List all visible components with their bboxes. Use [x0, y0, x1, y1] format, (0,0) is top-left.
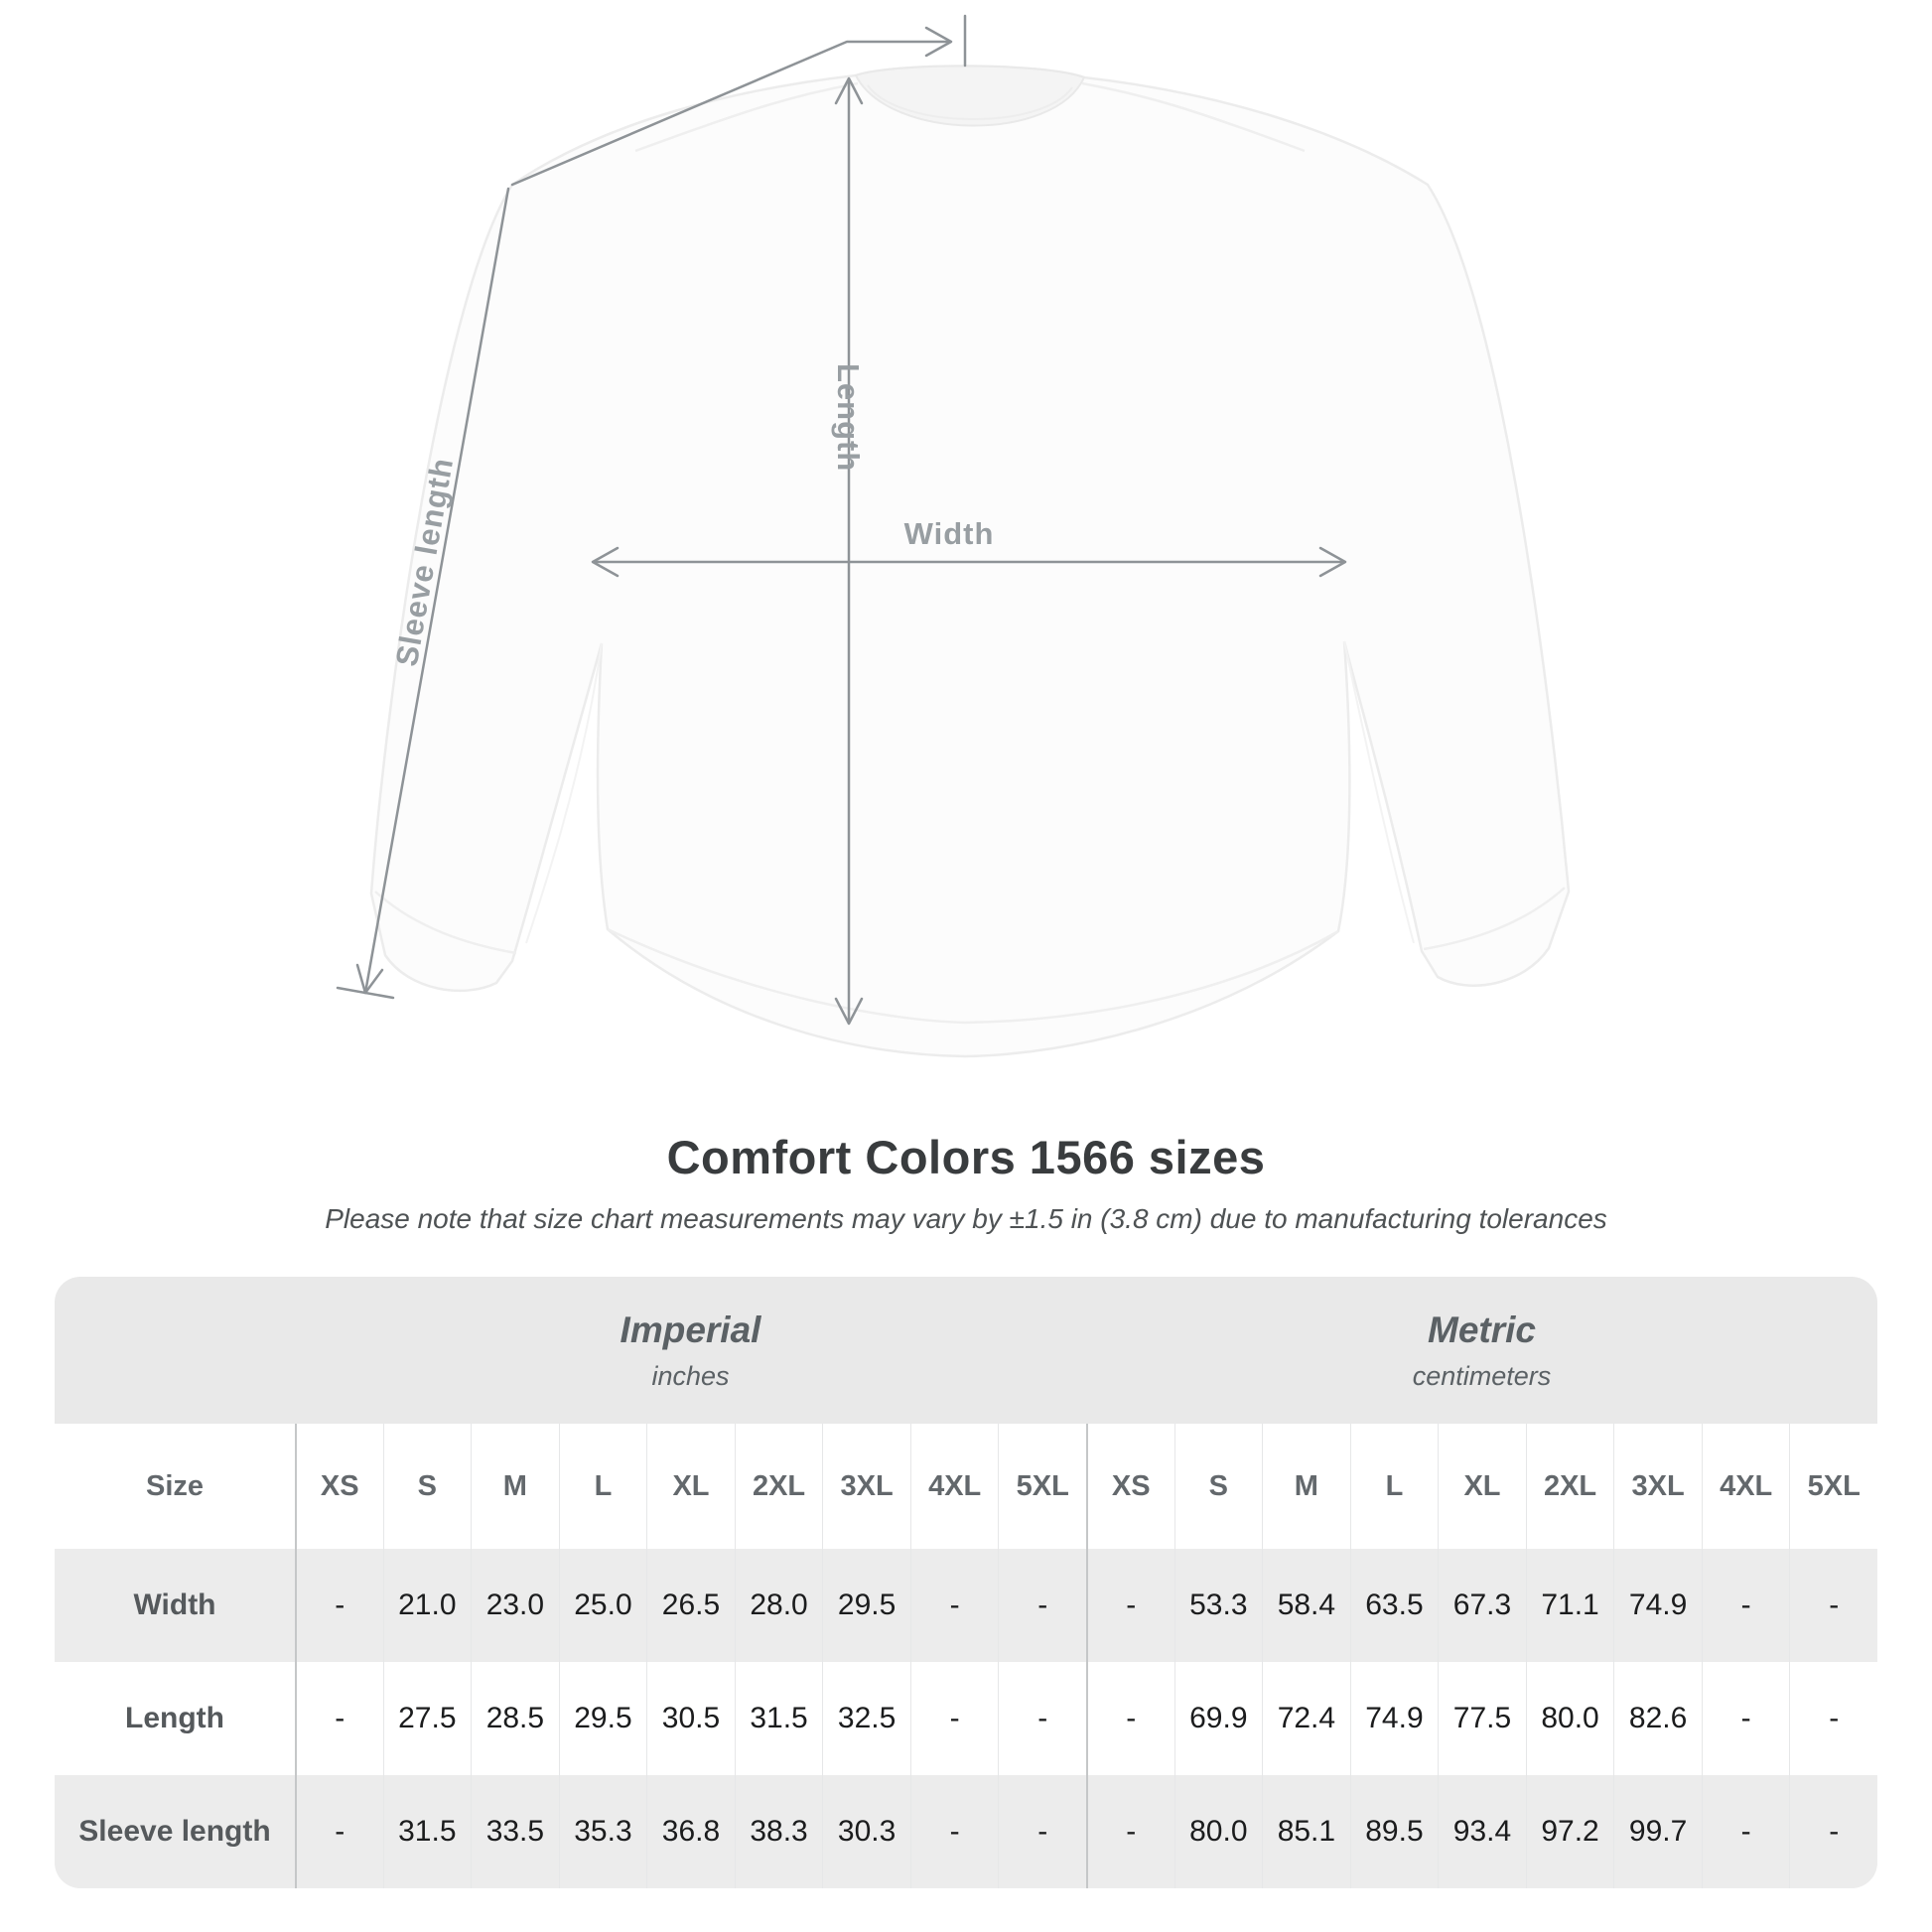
sleeve-metric-xs: -	[1086, 1775, 1174, 1888]
length-metric-2xl: 80.0	[1525, 1662, 1614, 1775]
size-header-metric-xs: XS	[1086, 1424, 1174, 1549]
sleeve-metric-3xl: 99.7	[1613, 1775, 1702, 1888]
table-row-width: Width - 21.0 23.0 25.0 26.5 28.0 29.5 - …	[55, 1549, 1877, 1662]
width-measure-label: Width	[903, 516, 995, 551]
page-title: Comfort Colors 1566 sizes	[666, 1131, 1266, 1183]
width-imperial-xs: -	[295, 1549, 383, 1662]
length-arrow	[834, 76, 864, 1026]
width-imperial-l: 25.0	[558, 1549, 647, 1662]
width-imperial-4xl: -	[909, 1549, 999, 1662]
length-metric-3xl: 82.6	[1613, 1662, 1702, 1775]
size-header-metric-4xl: 4XL	[1701, 1424, 1790, 1549]
sleeve-imperial-m: 33.5	[471, 1775, 559, 1888]
size-header-row: Size XS S M L XL 2XL 3XL 4XL 5XL XS S M …	[55, 1424, 1877, 1549]
table-row-sleeve-length: Sleeve length - 31.5 33.5 35.3 36.8 38.3…	[55, 1775, 1877, 1888]
shoulder-marker-line	[510, 14, 967, 187]
sleeve-imperial-2xl: 38.3	[734, 1775, 823, 1888]
width-metric-xl: 67.3	[1438, 1549, 1526, 1662]
sleeve-metric-xl: 93.4	[1438, 1775, 1526, 1888]
size-header-metric-3xl: 3XL	[1613, 1424, 1702, 1549]
length-metric-m: 72.4	[1262, 1662, 1350, 1775]
size-header-imperial-xs: XS	[295, 1424, 383, 1549]
length-imperial-2xl: 31.5	[734, 1662, 823, 1775]
width-imperial-m: 23.0	[471, 1549, 559, 1662]
sweatshirt-illustration	[336, 14, 1571, 1058]
sleeve-metric-m: 85.1	[1262, 1775, 1350, 1888]
size-header-metric-m: M	[1262, 1424, 1350, 1549]
length-imperial-5xl: -	[998, 1662, 1086, 1775]
width-imperial-2xl: 28.0	[734, 1549, 823, 1662]
width-metric-m: 58.4	[1262, 1549, 1350, 1662]
size-header-metric-s: S	[1173, 1424, 1263, 1549]
metric-unit-label: centimeters	[1412, 1360, 1552, 1391]
sleeve-length-arrow	[336, 187, 510, 1000]
length-metric-xl: 77.5	[1438, 1662, 1526, 1775]
width-imperial-5xl: -	[998, 1549, 1086, 1662]
length-imperial-s: 27.5	[382, 1662, 472, 1775]
size-header-metric-l: L	[1349, 1424, 1439, 1549]
length-metric-4xl: -	[1701, 1662, 1790, 1775]
sleeve-imperial-4xl: -	[909, 1775, 999, 1888]
width-metric-s: 53.3	[1173, 1549, 1263, 1662]
length-measure-label: Length	[831, 363, 866, 473]
tolerance-note: Please note that size chart measurements…	[325, 1203, 1607, 1234]
sleeve-imperial-s: 31.5	[382, 1775, 472, 1888]
size-header-metric-5xl: 5XL	[1789, 1424, 1877, 1549]
imperial-group-header: Imperial inches	[295, 1310, 1086, 1392]
width-metric-l: 63.5	[1349, 1549, 1439, 1662]
width-metric-2xl: 71.1	[1525, 1549, 1614, 1662]
length-imperial-3xl: 32.5	[822, 1662, 910, 1775]
width-metric-3xl: 74.9	[1613, 1549, 1702, 1662]
sleeve-imperial-l: 35.3	[558, 1775, 647, 1888]
width-metric-xs: -	[1086, 1549, 1174, 1662]
sleeve-metric-4xl: -	[1701, 1775, 1790, 1888]
width-metric-5xl: -	[1789, 1549, 1877, 1662]
unit-header-row: Imperial inches Metric centimeters	[55, 1277, 1877, 1424]
width-imperial-3xl: 29.5	[822, 1549, 910, 1662]
size-header-imperial-4xl: 4XL	[909, 1424, 999, 1549]
size-header-metric-2xl: 2XL	[1525, 1424, 1614, 1549]
sleeve-imperial-xs: -	[295, 1775, 383, 1888]
sleeve-metric-2xl: 97.2	[1525, 1775, 1614, 1888]
length-metric-xs: -	[1086, 1662, 1174, 1775]
length-imperial-l: 29.5	[558, 1662, 647, 1775]
length-metric-5xl: -	[1789, 1662, 1877, 1775]
sleeve-metric-s: 80.0	[1173, 1775, 1263, 1888]
size-header-imperial-s: S	[382, 1424, 472, 1549]
sleeve-imperial-5xl: -	[998, 1775, 1086, 1888]
width-metric-4xl: -	[1701, 1549, 1790, 1662]
metric-label: Metric	[1428, 1309, 1536, 1350]
size-header-imperial-l: L	[558, 1424, 647, 1549]
table-row-length: Length - 27.5 28.5 29.5 30.5 31.5 32.5 -…	[55, 1662, 1877, 1775]
length-imperial-xs: -	[295, 1662, 383, 1775]
sleeve-imperial-3xl: 30.3	[822, 1775, 910, 1888]
imperial-label: Imperial	[620, 1309, 761, 1350]
row-label-length: Length	[125, 1702, 224, 1734]
width-imperial-s: 21.0	[382, 1549, 472, 1662]
size-header-imperial-m: M	[471, 1424, 559, 1549]
length-imperial-m: 28.5	[471, 1662, 559, 1775]
row-label-width: Width	[133, 1588, 216, 1621]
metric-group-header: Metric centimeters	[1086, 1310, 1877, 1392]
size-header-imperial-5xl: 5XL	[998, 1424, 1086, 1549]
width-arrow	[591, 546, 1347, 578]
sleeve-metric-l: 89.5	[1349, 1775, 1439, 1888]
size-column-header: Size	[145, 1469, 205, 1502]
length-imperial-xl: 30.5	[646, 1662, 735, 1775]
length-metric-l: 74.9	[1349, 1662, 1439, 1775]
length-imperial-4xl: -	[909, 1662, 999, 1775]
garment-diagram: Length Width Sleeve length	[336, 14, 1571, 1058]
size-table: Imperial inches Metric centimeters Size …	[55, 1277, 1877, 1888]
size-header-imperial-xl: XL	[646, 1424, 735, 1549]
length-metric-s: 69.9	[1173, 1662, 1263, 1775]
size-header-metric-xl: XL	[1438, 1424, 1526, 1549]
size-header-imperial-2xl: 2XL	[734, 1424, 823, 1549]
sleeve-imperial-xl: 36.8	[646, 1775, 735, 1888]
sleeve-metric-5xl: -	[1789, 1775, 1877, 1888]
width-imperial-xl: 26.5	[646, 1549, 735, 1662]
imperial-unit-label: inches	[651, 1360, 730, 1391]
size-header-imperial-3xl: 3XL	[822, 1424, 910, 1549]
row-label-sleeve-length: Sleeve length	[78, 1815, 271, 1848]
